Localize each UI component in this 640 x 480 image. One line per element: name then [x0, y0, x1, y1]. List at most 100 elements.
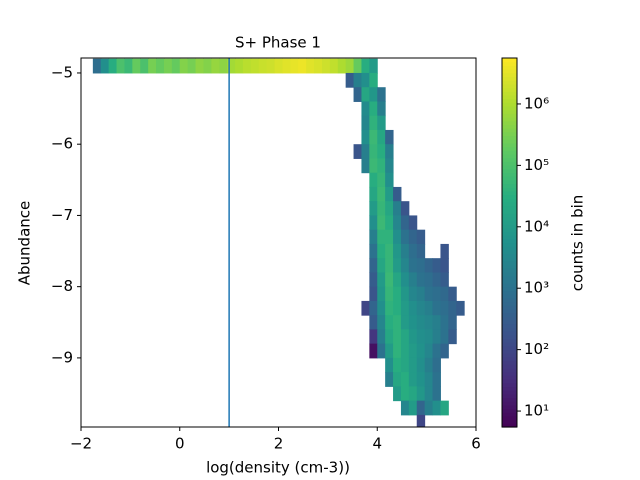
colorbar-swatch	[502, 146, 517, 151]
y-axis-label: Abundance	[16, 201, 34, 286]
cell	[116, 58, 125, 74]
cell	[377, 87, 386, 102]
colorbar-swatch	[502, 290, 517, 295]
cell	[353, 144, 362, 159]
cell	[416, 386, 426, 402]
cell	[440, 343, 449, 359]
cell	[385, 286, 394, 302]
cell	[424, 357, 434, 373]
colorbar-swatch	[502, 172, 517, 177]
y-tick-label: −6	[51, 135, 73, 153]
x-tick-label: 2	[274, 435, 284, 453]
cell	[432, 372, 441, 387]
cell	[306, 58, 315, 74]
colorbar-tick-label: 10⁴	[524, 217, 549, 235]
colorbar-swatch	[502, 153, 517, 159]
cell	[440, 300, 449, 316]
cell	[440, 329, 449, 345]
cell	[393, 286, 402, 302]
cell	[345, 58, 355, 74]
cell	[385, 258, 394, 273]
colorbar-swatch	[502, 349, 517, 354]
colorbar-swatch	[502, 338, 517, 343]
colorbar-swatch	[502, 268, 517, 273]
cell	[124, 58, 133, 74]
cell	[393, 229, 402, 245]
colorbar-swatch	[502, 102, 517, 107]
cell	[211, 58, 220, 74]
cell	[377, 158, 386, 174]
cell	[369, 329, 378, 345]
cell	[369, 243, 378, 259]
cell	[148, 58, 157, 74]
cell	[369, 300, 378, 316]
cell	[393, 372, 402, 387]
cell	[274, 58, 283, 74]
cell	[393, 258, 402, 273]
cell	[219, 58, 228, 74]
cell	[416, 343, 426, 359]
cell	[393, 215, 402, 231]
colorbar-swatch	[502, 415, 517, 421]
cell	[385, 215, 394, 231]
cell	[400, 258, 410, 273]
colorbar-swatch	[502, 157, 517, 162]
colorbar-swatch	[502, 257, 517, 262]
colorbar-swatch	[502, 238, 517, 244]
cell	[448, 300, 457, 316]
colorbar-swatch	[502, 201, 517, 207]
colorbar-swatch	[502, 393, 517, 399]
colorbar-swatch	[502, 272, 517, 277]
cell	[377, 243, 386, 259]
cell	[329, 58, 339, 74]
cell	[432, 357, 441, 373]
colorbar-swatch	[502, 80, 517, 85]
cell	[432, 329, 441, 345]
cell	[408, 343, 418, 359]
cell	[369, 58, 378, 74]
colorbar-swatch	[502, 212, 517, 218]
cell	[416, 300, 426, 316]
cell	[258, 58, 268, 74]
cell	[92, 58, 102, 74]
x-axis-label: log(density (cm-3))	[206, 459, 350, 477]
colorbar-tick-label: 10⁵	[524, 156, 549, 174]
cell	[163, 58, 173, 74]
cell	[377, 329, 386, 345]
colorbar-swatch	[502, 83, 517, 89]
colorbar-swatch	[502, 91, 517, 96]
cell	[440, 258, 449, 273]
cell	[400, 372, 410, 387]
cell	[369, 286, 378, 302]
cell	[377, 286, 386, 302]
cell	[377, 215, 386, 231]
cell	[361, 87, 370, 102]
cell	[400, 400, 410, 416]
colorbar-swatch	[502, 69, 517, 74]
cell	[393, 186, 402, 202]
cell	[337, 58, 347, 74]
cell	[369, 272, 378, 288]
colorbar-swatch	[502, 209, 517, 214]
colorbar-swatch	[502, 305, 517, 310]
colorbar-swatch	[502, 253, 517, 258]
colorbar-swatch	[502, 105, 517, 111]
cell	[353, 72, 362, 88]
cell	[377, 144, 386, 159]
cell	[353, 87, 362, 102]
colorbar-swatch	[502, 76, 517, 81]
cell	[385, 129, 394, 145]
cell	[361, 115, 370, 131]
cell	[385, 372, 394, 387]
cell	[377, 101, 386, 117]
colorbar-swatch	[502, 412, 517, 417]
cell	[385, 158, 394, 174]
colorbar-swatch	[502, 249, 517, 255]
colorbar-swatch	[502, 242, 517, 247]
cell	[440, 272, 449, 288]
cell	[132, 58, 141, 74]
cell	[235, 58, 244, 74]
cell	[369, 215, 378, 231]
cell	[408, 300, 418, 316]
cell	[321, 58, 331, 74]
